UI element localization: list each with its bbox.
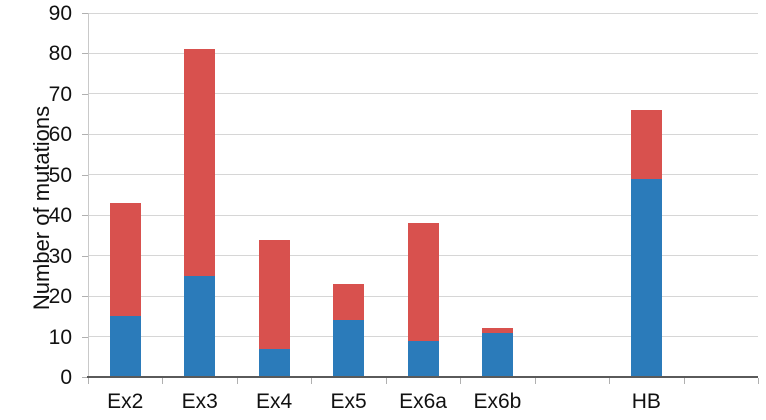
bar-Ex2	[109, 203, 141, 377]
x-tick-mark-6	[534, 378, 536, 384]
blue-bottom-segment-Ex5	[333, 320, 365, 377]
x-tick-mark-5	[460, 378, 462, 384]
x-tick-mark-9	[758, 378, 759, 384]
x-tick-mark-4	[385, 378, 387, 384]
gridline-y-90	[88, 12, 758, 14]
red-top-segment-Ex2	[109, 203, 141, 317]
y-tick-mark-40	[82, 215, 88, 217]
y-tick-mark-70	[82, 93, 88, 95]
blue-bottom-segment-Ex2	[109, 316, 141, 377]
y-tick-label-10: 10	[48, 325, 72, 349]
y-tick-mark-80	[82, 53, 88, 55]
red-top-segment-Ex5	[333, 284, 365, 321]
x-tick-mark-2	[236, 378, 238, 384]
y-tick-label-50: 50	[48, 163, 72, 187]
x-tick-mark-8	[683, 378, 685, 384]
y-tick-label-20: 20	[48, 285, 72, 309]
plot-area	[87, 12, 758, 378]
blue-bottom-segment-HB	[630, 178, 662, 377]
y-tick-label-80: 80	[48, 42, 72, 66]
y-tick-label-70: 70	[48, 82, 72, 106]
bar-Ex6a	[407, 223, 439, 377]
x-tick-label-HB: HB	[631, 390, 661, 413]
gridline-y-40	[88, 214, 758, 216]
y-tick-label-0: 0	[60, 366, 72, 389]
y-tick-mark-50	[82, 174, 88, 176]
x-tick-label-Ex2: Ex2	[107, 390, 144, 413]
blue-bottom-segment-Ex6a	[407, 340, 439, 377]
x-tick-label-Ex5: Ex5	[330, 390, 367, 413]
x-axis-line	[87, 376, 758, 378]
x-tick-mark-1	[162, 378, 164, 384]
y-tick-label-60: 60	[48, 123, 72, 147]
bar-Ex4	[258, 239, 290, 377]
bar-Ex6b	[481, 328, 513, 377]
y-tick-mark-30	[82, 255, 88, 257]
y-tick-label-40: 40	[48, 204, 72, 228]
x-tick-mark-7	[609, 378, 611, 384]
x-tick-label-Ex6a: Ex6a	[399, 390, 447, 413]
bar-Ex3	[184, 49, 216, 377]
blue-bottom-segment-Ex6b	[481, 332, 513, 377]
y-tick-label-90: 90	[48, 2, 72, 25]
y-tick-mark-60	[82, 134, 88, 136]
y-tick-label-30: 30	[48, 244, 72, 268]
red-top-segment-HB	[630, 110, 662, 179]
x-tick-mark-0	[88, 378, 89, 384]
y-tick-mark-0	[82, 377, 88, 378]
bar-HB	[630, 110, 662, 377]
y-axis-line	[88, 13, 89, 377]
blue-bottom-segment-Ex4	[258, 348, 290, 377]
y-tick-mark-20	[82, 296, 88, 298]
red-top-segment-Ex3	[184, 49, 216, 276]
blue-bottom-segment-Ex3	[184, 275, 216, 377]
red-top-segment-Ex6b	[481, 328, 513, 333]
x-tick-label-Ex3: Ex3	[181, 390, 218, 413]
gridline-y-50	[88, 174, 758, 176]
y-tick-mark-10	[82, 336, 88, 338]
x-tick-label-Ex6b: Ex6b	[473, 390, 522, 413]
gridline-y-80	[88, 52, 758, 54]
y-tick-mark-90	[82, 13, 88, 14]
x-tick-mark-3	[311, 378, 313, 384]
bar-Ex5	[333, 284, 365, 377]
x-tick-label-Ex4: Ex4	[256, 390, 293, 413]
gridline-y-70	[88, 93, 758, 95]
gridline-y-60	[88, 133, 758, 135]
red-top-segment-Ex4	[258, 239, 290, 349]
red-top-segment-Ex6a	[407, 223, 439, 341]
